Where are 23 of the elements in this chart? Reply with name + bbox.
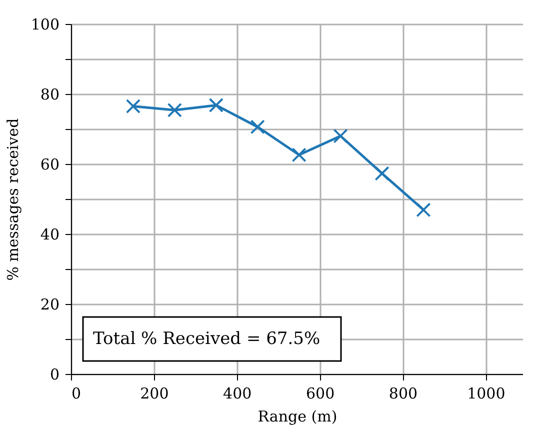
- x-tick-label: 400: [223, 384, 252, 402]
- point: [126, 98, 141, 114]
- y-tick-label: 60: [40, 156, 60, 174]
- annotation: Total % Received = 67.5%: [93, 329, 320, 349]
- x-tick-label: 0: [72, 384, 82, 402]
- x-tick-label: 200: [140, 384, 169, 402]
- x-tick-label: 1000: [467, 384, 506, 402]
- x-axis-title: Range (m): [258, 408, 338, 426]
- y-tick-label: 100: [30, 16, 60, 34]
- point: [374, 166, 390, 181]
- x-tick-label: 600: [306, 384, 335, 402]
- y-tick-label: 0: [50, 366, 60, 384]
- y-tick-label: 80: [40, 86, 60, 104]
- point: [250, 120, 265, 134]
- y-tick-label: 40: [40, 226, 60, 244]
- point: [416, 202, 431, 218]
- point: [167, 102, 182, 118]
- y-tick-label: 20: [40, 296, 60, 314]
- point: [208, 98, 224, 113]
- x-tick-label: 800: [388, 384, 418, 402]
- y-axis-title: % messages received: [4, 118, 22, 281]
- point: [333, 128, 348, 144]
- point: [292, 148, 306, 162]
